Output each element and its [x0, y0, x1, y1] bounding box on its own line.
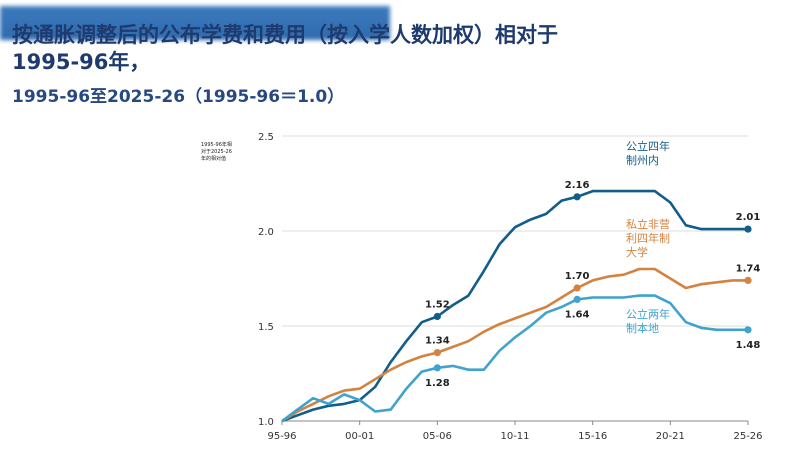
x-tick-label: 05-06 — [423, 431, 452, 442]
data-point-marker — [744, 225, 752, 233]
x-axis-ticks: 95-96 00-01 05-06 10-11 15-16 20-21 25-26 — [267, 421, 763, 442]
data-label: 1.74 — [736, 263, 761, 274]
axis-note-line: 对于2025-26 — [201, 148, 232, 155]
data-label: 2.01 — [736, 212, 761, 223]
series-markers: 1.52 2.16 2.01 1.34 1.70 1.74 1.28 1.64 1.48 — [425, 180, 760, 389]
series-line — [281, 294, 748, 423]
data-point-marker — [433, 364, 441, 372]
x-tick-label: 25-26 — [733, 431, 762, 442]
x-tick-label: 15-16 — [578, 431, 607, 442]
legend-label: 利四年制 — [626, 231, 670, 245]
data-label: 1.28 — [425, 378, 450, 389]
legend-label: 公立两年 — [626, 307, 670, 321]
legend-label: 制州内 — [626, 153, 659, 167]
series-line — [281, 267, 748, 423]
series-lines — [281, 189, 748, 423]
data-label: 1.70 — [565, 271, 590, 282]
data-point-marker — [433, 312, 441, 321]
legend-label: 公立四年 — [626, 139, 670, 153]
grid-lines — [282, 135, 748, 422]
data-point-marker — [573, 284, 581, 292]
legend-label: 制本地 — [626, 321, 659, 335]
y-axis-ticks: 1.0 1.5 2.0 2.5 — [258, 132, 274, 428]
data-point-marker — [433, 349, 441, 357]
axis-note-line: 1995-96年相 — [201, 141, 232, 148]
data-label: 1.34 — [425, 336, 450, 347]
x-tick-label: 95-96 — [267, 431, 296, 442]
y-tick-label: 1.5 — [258, 322, 274, 333]
x-tick-label: 20-21 — [656, 431, 685, 442]
x-tick-label: 00-01 — [345, 431, 374, 442]
chart-subtitle: 1995-96至2025-26（1995-96＝1.0） — [12, 87, 345, 107]
data-point-marker — [573, 193, 581, 201]
data-label: 2.16 — [565, 180, 590, 191]
series-line — [281, 189, 748, 423]
data-point-marker — [744, 276, 752, 284]
legend-label: 私立非营 — [626, 217, 670, 231]
data-point-marker — [573, 295, 581, 303]
data-label: 1.48 — [736, 340, 761, 351]
data-label: 1.52 — [425, 300, 450, 311]
axis-note-line: 年的相对值 — [201, 155, 226, 162]
y-tick-label: 2.5 — [258, 132, 274, 143]
y-tick-label: 1.0 — [258, 417, 274, 428]
title-highlight-overlay — [0, 6, 390, 40]
data-point-marker — [744, 326, 752, 334]
data-label: 1.64 — [565, 309, 590, 320]
chart-title: 按通胀调整后的公布学费和费用（按入学人数加权）相对于1995-96年， — [12, 23, 558, 74]
y-tick-label: 2.0 — [258, 227, 274, 238]
x-tick-label: 10-11 — [500, 431, 529, 442]
legend-label: 大学 — [626, 245, 648, 259]
